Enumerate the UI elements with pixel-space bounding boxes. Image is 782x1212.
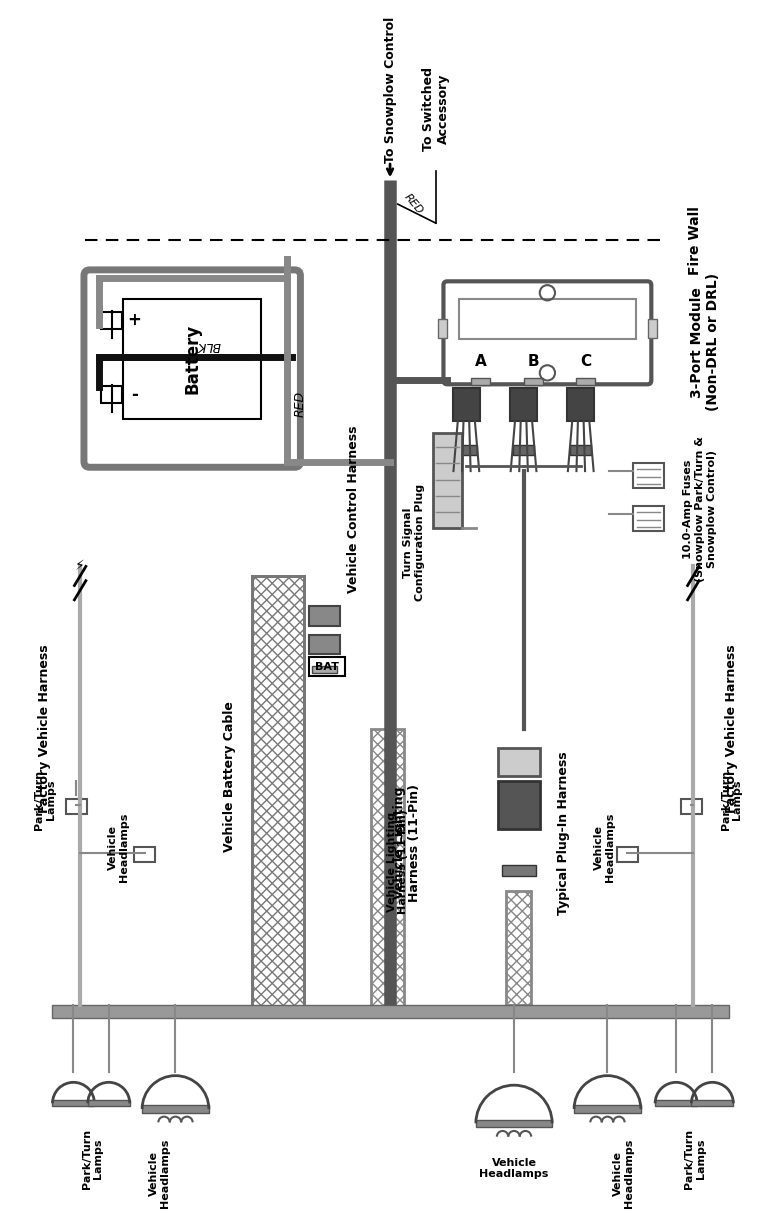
Text: Vehicle
Headlamps: Vehicle Headlamps [149, 1138, 170, 1208]
Bar [433, 433, 461, 528]
Bar [617, 847, 638, 862]
Text: Factory Vehicle Harness: Factory Vehicle Harness [38, 645, 52, 813]
Text: To Snowplow Control: To Snowplow Control [383, 17, 396, 162]
Bar [52, 1100, 95, 1107]
Bar [513, 445, 534, 454]
Bar [123, 299, 261, 418]
Text: B: B [527, 354, 539, 368]
Text: Vehicle
Headlamps: Vehicle Headlamps [613, 1138, 634, 1208]
Text: Vehicle
Headlamps: Vehicle Headlamps [107, 813, 129, 882]
Text: Park/Turn
Lamps: Park/Turn Lamps [82, 1130, 103, 1189]
Text: Vehicle Battery Cable: Vehicle Battery Cable [224, 701, 236, 852]
Bar [88, 1100, 130, 1107]
Bar [498, 748, 540, 776]
Text: RED: RED [403, 191, 425, 216]
Bar [66, 799, 87, 814]
Text: ⚡: ⚡ [75, 560, 85, 573]
Text: Park/Turn
Lamps: Park/Turn Lamps [34, 770, 56, 830]
Text: Turn Signal
Configuration Plug: Turn Signal Configuration Plug [403, 484, 425, 601]
Text: Vehicle
Headlamps: Vehicle Headlamps [479, 1157, 549, 1179]
Bar [252, 576, 304, 1010]
Text: Vehicle
Headlamps: Vehicle Headlamps [594, 813, 615, 882]
Bar [453, 388, 479, 422]
Text: +: + [127, 311, 142, 330]
Bar [456, 445, 477, 454]
Bar [309, 606, 339, 625]
Text: To Switched
Accessory: To Switched Accessory [421, 67, 450, 150]
Text: RED: RED [294, 391, 307, 417]
Text: BAT: BAT [315, 662, 339, 671]
Text: Factory Vehicle Harness: Factory Vehicle Harness [725, 645, 738, 813]
Text: Battery: Battery [183, 324, 201, 394]
Bar [312, 638, 336, 645]
Bar [471, 378, 490, 385]
Text: Vehicle Lighting
Harness (11-Pin): Vehicle Lighting Harness (11-Pin) [393, 784, 421, 902]
Text: Park/Turn
Lamps: Park/Turn Lamps [684, 1130, 706, 1189]
Text: Vehicle Control Harness: Vehicle Control Harness [347, 425, 361, 593]
Bar [655, 1100, 697, 1107]
Bar [633, 463, 664, 488]
Bar [633, 507, 664, 531]
Bar [52, 1005, 729, 1018]
Bar [647, 319, 657, 338]
FancyBboxPatch shape [443, 281, 651, 384]
Bar [576, 378, 595, 385]
Bar [135, 847, 156, 862]
Bar [371, 728, 404, 1010]
Bar [523, 378, 543, 385]
Text: A: A [475, 354, 486, 368]
Text: 3-Port Module
(Non-DRL or DRL): 3-Port Module (Non-DRL or DRL) [690, 273, 719, 411]
Bar [574, 1105, 640, 1113]
Bar [438, 319, 447, 338]
Bar [507, 891, 531, 1005]
Text: Vehicle Lighting
Harness (11-Pin): Vehicle Lighting Harness (11-Pin) [387, 810, 408, 915]
Bar [691, 1100, 734, 1107]
Bar [312, 665, 336, 673]
Text: C: C [580, 354, 591, 368]
Bar [459, 299, 636, 339]
Bar [101, 387, 122, 404]
Bar [681, 799, 702, 814]
Bar [568, 388, 594, 422]
Text: -: - [131, 385, 138, 404]
Text: BLK: BLK [197, 339, 221, 351]
Bar [309, 657, 345, 676]
Bar [142, 1105, 209, 1113]
Bar [101, 311, 122, 328]
Bar [510, 388, 537, 422]
Bar [498, 781, 540, 829]
Bar [476, 1120, 552, 1127]
Bar [309, 635, 339, 654]
Bar [501, 865, 536, 876]
Text: 10.0-Amp Fuses
(Snowplow Park/Turn &
Snowplow Control): 10.0-Amp Fuses (Snowplow Park/Turn & Sno… [683, 436, 716, 582]
Bar [252, 576, 304, 1010]
Text: Fire Wall: Fire Wall [688, 206, 702, 275]
Bar [570, 445, 591, 454]
Text: Typical Plug-In Harness: Typical Plug-In Harness [557, 751, 570, 915]
Text: Park/Turn
Lamps: Park/Turn Lamps [721, 770, 742, 830]
